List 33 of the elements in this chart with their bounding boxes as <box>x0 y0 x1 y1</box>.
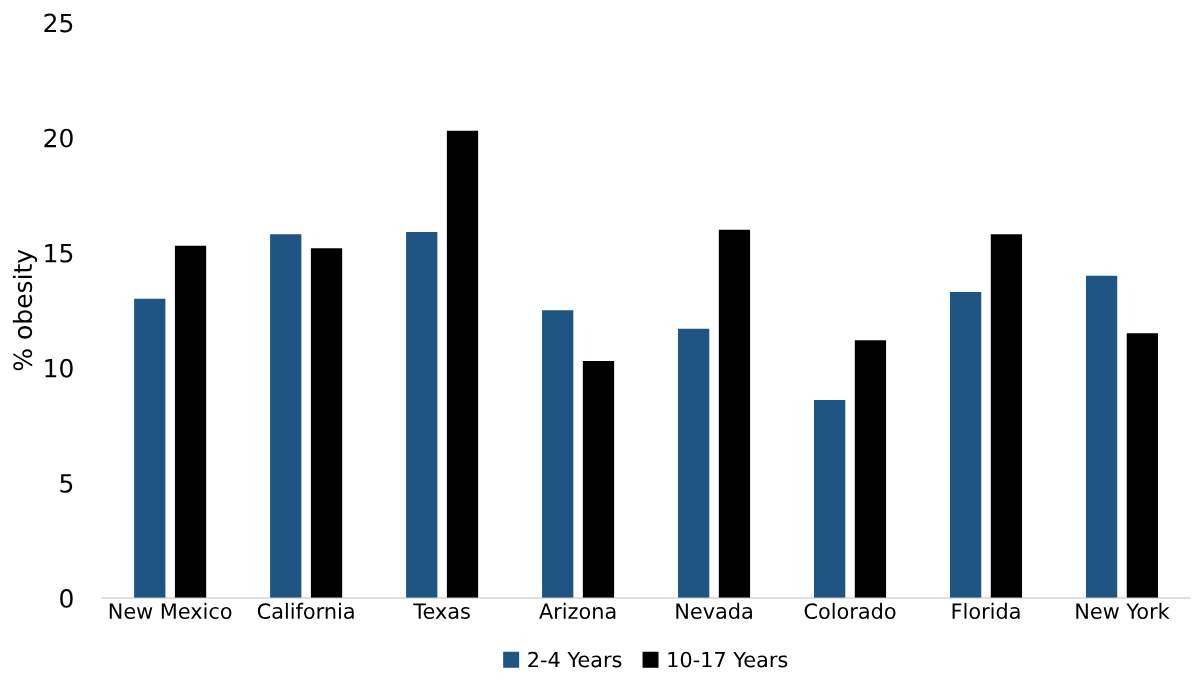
x-tick-label: California <box>257 602 354 619</box>
bar <box>542 310 574 598</box>
bar <box>134 298 166 598</box>
bar <box>1085 275 1118 598</box>
bar <box>718 229 751 598</box>
legend-label: 2-4 Years <box>528 651 622 668</box>
y-tick-label: 25 <box>44 13 73 33</box>
bar <box>174 245 207 598</box>
legend-label: 10-17 Years <box>668 651 788 668</box>
bar <box>678 328 710 598</box>
bar <box>854 340 887 598</box>
x-tick-label: Texas <box>413 603 470 619</box>
x-tick-label: Colorado <box>804 602 896 619</box>
bar <box>406 232 438 598</box>
bar <box>990 234 1023 598</box>
bar <box>1126 333 1159 598</box>
x-tick-label: Nevada <box>676 602 752 619</box>
bar <box>446 130 479 598</box>
x-tick-label: Arizona <box>539 602 616 619</box>
bar <box>949 291 982 598</box>
bar <box>814 400 846 598</box>
y-tick-label: 0 <box>60 588 73 608</box>
bar <box>582 360 615 598</box>
y-tick-label: 15 <box>45 244 73 263</box>
bar <box>310 248 343 598</box>
y-tick-label: 20 <box>44 128 73 148</box>
x-tick-label: New Mexico <box>109 602 232 619</box>
bar <box>270 234 302 598</box>
x-tick-label: Florida <box>952 602 1020 619</box>
x-tick-label: New York <box>1076 602 1170 619</box>
y-tick-label: 10 <box>45 358 73 378</box>
y-axis-title: % obesity <box>12 249 38 371</box>
y-tick-label: 5 <box>60 474 73 493</box>
